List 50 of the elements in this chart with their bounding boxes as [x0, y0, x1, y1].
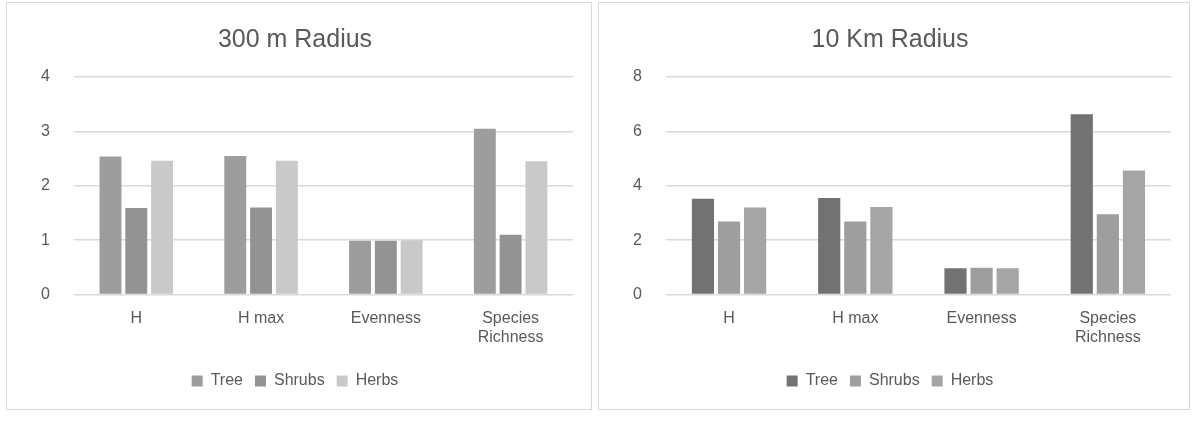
legend-label: Herbs	[950, 371, 994, 389]
bar	[970, 267, 993, 294]
bar	[275, 160, 298, 294]
y-tick-label: 2	[632, 230, 642, 248]
legend-label: Shrubs	[868, 371, 920, 389]
bar	[870, 207, 893, 294]
bar	[400, 240, 423, 294]
x-tick-label: H	[130, 308, 143, 326]
legend-label: Shrubs	[273, 371, 325, 389]
bar	[1096, 214, 1119, 294]
bar	[1122, 170, 1146, 294]
bar	[99, 156, 122, 294]
bar	[525, 161, 548, 294]
x-tick-label: Species Richness	[477, 308, 544, 345]
y-tick-label: 0	[40, 285, 50, 303]
legend-label: Herbs	[355, 371, 399, 389]
chart-title: 300 m Radius	[217, 23, 373, 52]
x-tick-label: H max	[832, 308, 879, 326]
bar	[499, 234, 522, 294]
x-tick-label: H	[723, 308, 735, 326]
x-tick-label: Evenness	[350, 308, 421, 326]
legend-label: Tree	[805, 371, 839, 389]
legend-label: Tree	[210, 371, 244, 389]
bar	[691, 198, 715, 294]
bar	[744, 207, 767, 294]
bar	[844, 221, 867, 294]
bar	[151, 160, 174, 294]
bar	[125, 208, 148, 294]
chart-title: 10 Km Radius	[811, 23, 969, 52]
bar	[473, 128, 496, 294]
bar	[818, 198, 841, 294]
bar	[996, 268, 1019, 294]
y-tick-label: 3	[40, 121, 50, 139]
x-tick-label: Evenness	[946, 308, 1017, 326]
bar	[224, 155, 247, 294]
y-tick-label: 4	[40, 67, 50, 85]
bar	[250, 207, 273, 294]
y-tick-label: 2	[40, 176, 50, 194]
bar	[349, 240, 372, 294]
bar	[374, 240, 397, 294]
y-tick-label: 4	[632, 176, 642, 194]
bar	[717, 221, 741, 294]
bar	[1070, 114, 1093, 294]
y-tick-label: 1	[40, 230, 50, 248]
x-tick-label: Species Richness	[1074, 308, 1141, 345]
x-tick-label: H max	[237, 308, 285, 326]
y-tick-label: 0	[632, 285, 642, 303]
y-tick-label: 6	[632, 121, 642, 139]
bar	[944, 268, 967, 294]
y-tick-label: 8	[632, 67, 642, 85]
